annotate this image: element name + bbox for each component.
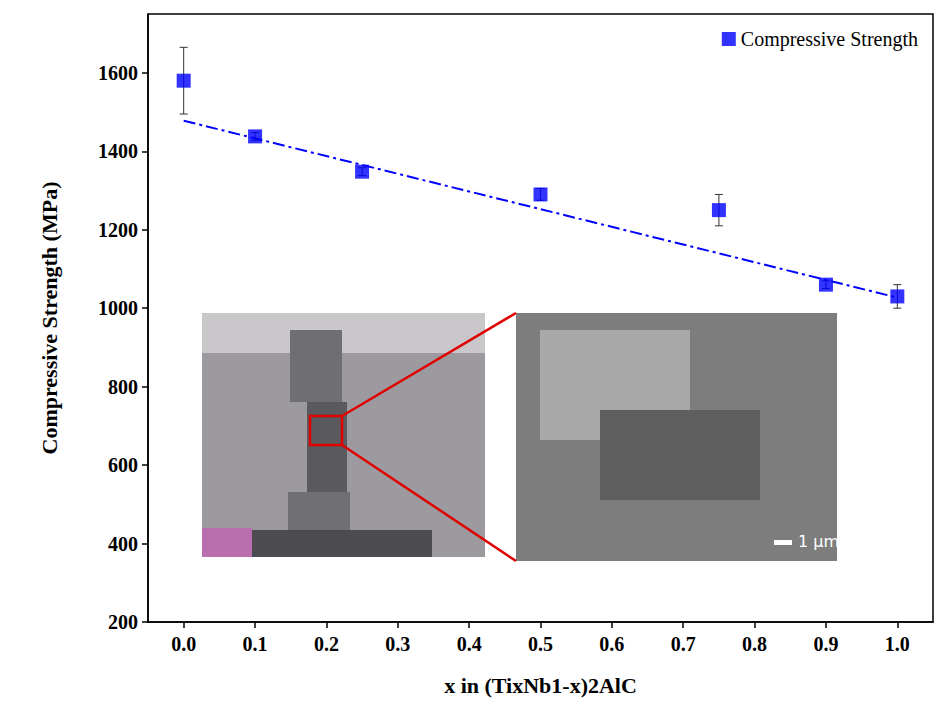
svg-text:0.2: 0.2 — [314, 633, 339, 655]
svg-text:0.9: 0.9 — [813, 633, 838, 655]
svg-text:0.0: 0.0 — [171, 633, 196, 655]
svg-text:0.7: 0.7 — [671, 633, 696, 655]
svg-text:0.4: 0.4 — [457, 633, 482, 655]
svg-text:0.8: 0.8 — [742, 633, 767, 655]
svg-text:1400: 1400 — [98, 140, 138, 162]
svg-text:0.6: 0.6 — [599, 633, 624, 655]
svg-text:1 μm: 1 μm — [798, 532, 839, 551]
svg-text:1000: 1000 — [98, 297, 138, 319]
svg-text:1.0: 1.0 — [885, 633, 910, 655]
svg-text:Compressive Strength (MPa): Compressive Strength (MPa) — [37, 182, 62, 455]
svg-text:1200: 1200 — [98, 219, 138, 241]
svg-text:0.3: 0.3 — [385, 633, 410, 655]
svg-text:800: 800 — [108, 376, 138, 398]
svg-text:600: 600 — [108, 454, 138, 476]
svg-text:400: 400 — [108, 533, 138, 555]
svg-text:200: 200 — [108, 611, 138, 633]
svg-text:1600: 1600 — [98, 62, 138, 84]
svg-text:Compressive Strength: Compressive Strength — [741, 28, 918, 51]
svg-text:x in (TixNb1-x)2AlC: x in (TixNb1-x)2AlC — [444, 673, 637, 698]
svg-text:0.1: 0.1 — [243, 633, 268, 655]
svg-text:0.5: 0.5 — [528, 633, 553, 655]
